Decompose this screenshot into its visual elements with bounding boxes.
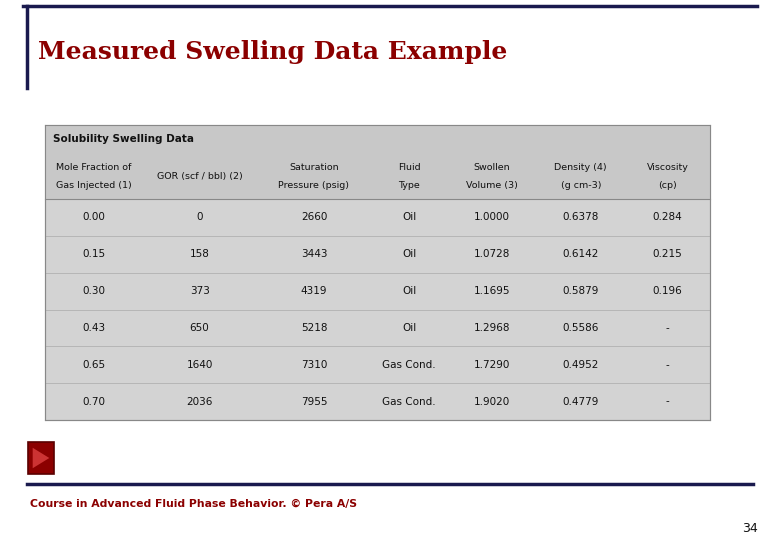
- Text: Oil: Oil: [402, 212, 417, 222]
- Text: 0.284: 0.284: [653, 212, 682, 222]
- Text: GOR (scf / bbl) (2): GOR (scf / bbl) (2): [157, 172, 243, 180]
- Text: 0: 0: [197, 212, 203, 222]
- Text: Solubility Swelling Data: Solubility Swelling Data: [53, 134, 194, 144]
- Text: 2036: 2036: [186, 396, 213, 407]
- Text: 4319: 4319: [301, 286, 328, 296]
- Text: 0.4779: 0.4779: [562, 396, 599, 407]
- Text: Gas Cond.: Gas Cond.: [382, 396, 436, 407]
- Bar: [28, 442, 54, 474]
- Text: 0.00: 0.00: [82, 212, 105, 222]
- Text: 7955: 7955: [301, 396, 328, 407]
- Text: Density (4): Density (4): [555, 163, 607, 172]
- Text: Oil: Oil: [402, 249, 417, 259]
- Text: Gas Cond.: Gas Cond.: [382, 360, 436, 370]
- Text: 0.215: 0.215: [653, 249, 682, 259]
- Text: Fluid: Fluid: [398, 163, 420, 172]
- Text: 0.65: 0.65: [82, 360, 105, 370]
- Text: 0.30: 0.30: [82, 286, 105, 296]
- Text: Oil: Oil: [402, 286, 417, 296]
- Text: 0.43: 0.43: [82, 323, 105, 333]
- Text: 1.7290: 1.7290: [473, 360, 510, 370]
- Text: 0.15: 0.15: [82, 249, 105, 259]
- Bar: [45, 125, 710, 153]
- Text: 3443: 3443: [301, 249, 328, 259]
- Text: Course in Advanced Fluid Phase Behavior. © Pera A/S: Course in Advanced Fluid Phase Behavior.…: [30, 499, 357, 509]
- Text: Saturation: Saturation: [289, 163, 339, 172]
- Bar: [45, 153, 710, 199]
- Text: 1.1695: 1.1695: [473, 286, 510, 296]
- Text: 0.6378: 0.6378: [562, 212, 599, 222]
- Text: -: -: [666, 360, 669, 370]
- Text: Volume (3): Volume (3): [466, 181, 518, 190]
- Text: 0.196: 0.196: [653, 286, 682, 296]
- Text: -: -: [666, 396, 669, 407]
- Text: 2660: 2660: [301, 212, 327, 222]
- Text: Gas Injected (1): Gas Injected (1): [56, 181, 132, 190]
- Text: 34: 34: [743, 522, 758, 535]
- Text: 650: 650: [190, 323, 210, 333]
- Text: 0.70: 0.70: [82, 396, 105, 407]
- Text: -: -: [666, 323, 669, 333]
- Text: Viscosity: Viscosity: [647, 163, 689, 172]
- Text: 7310: 7310: [301, 360, 327, 370]
- Text: 0.4952: 0.4952: [562, 360, 599, 370]
- Text: 0.6142: 0.6142: [562, 249, 599, 259]
- Polygon shape: [33, 448, 49, 468]
- Text: Measured Swelling Data Example: Measured Swelling Data Example: [38, 40, 507, 64]
- Bar: [45, 125, 710, 420]
- Text: Oil: Oil: [402, 323, 417, 333]
- Text: 1.0728: 1.0728: [473, 249, 510, 259]
- Text: 1.9020: 1.9020: [473, 396, 510, 407]
- Text: 158: 158: [190, 249, 210, 259]
- Text: Mole Fraction of: Mole Fraction of: [56, 163, 131, 172]
- Text: 5218: 5218: [301, 323, 328, 333]
- Text: 0.5586: 0.5586: [562, 323, 599, 333]
- Text: (cp): (cp): [658, 181, 677, 190]
- Text: Swollen: Swollen: [473, 163, 510, 172]
- Text: 373: 373: [190, 286, 210, 296]
- Text: Pressure (psig): Pressure (psig): [278, 181, 349, 190]
- Text: 1640: 1640: [186, 360, 213, 370]
- Text: 1.2968: 1.2968: [473, 323, 510, 333]
- Text: (g cm-3): (g cm-3): [561, 181, 601, 190]
- Text: 1.0000: 1.0000: [474, 212, 510, 222]
- Text: 0.5879: 0.5879: [562, 286, 599, 296]
- Text: Type: Type: [399, 181, 420, 190]
